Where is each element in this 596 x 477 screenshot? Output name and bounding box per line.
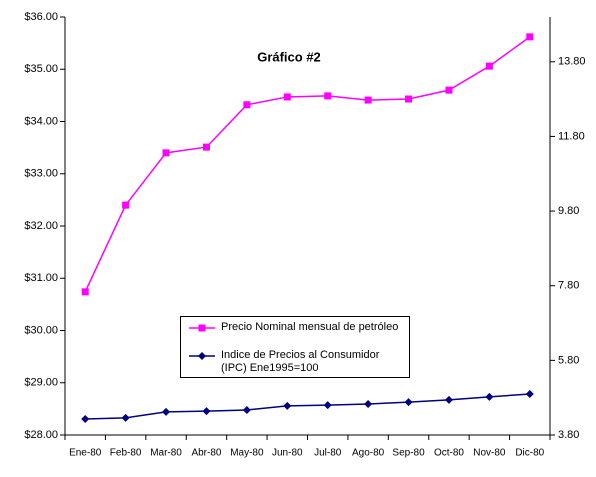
- x-tick-label: Abr-80: [191, 448, 221, 459]
- x-tick-label: Oct-80: [434, 448, 464, 459]
- marker: [444, 395, 453, 404]
- x-tick-label: Dic-80: [515, 448, 544, 459]
- y-tick-label: $28.00: [24, 429, 58, 441]
- x-tick-label: Ene-80: [69, 448, 102, 459]
- marker: [242, 405, 251, 414]
- marker: [526, 33, 534, 41]
- legend-label: Precio Nominal mensual de petróleo: [221, 321, 399, 333]
- x-tick-label: May-80: [230, 448, 264, 459]
- y-tick-label: $30.00: [24, 324, 58, 336]
- marker: [485, 392, 494, 401]
- y2-tick-label: 7.80: [558, 280, 579, 292]
- series-line: [84, 36, 531, 293]
- y-tick-label: $33.00: [24, 168, 58, 180]
- marker: [364, 400, 373, 409]
- series-line: [85, 393, 530, 420]
- y-tick-label: $32.00: [24, 220, 58, 232]
- y2-tick-label: 13.80: [558, 56, 586, 68]
- marker: [81, 288, 89, 296]
- legend-label: Indice de Precios al Consumidor (IPC) En…: [221, 349, 380, 374]
- y2-tick-label: 3.80: [558, 429, 579, 441]
- marker: [445, 86, 453, 94]
- marker: [323, 401, 332, 410]
- marker: [81, 414, 90, 423]
- legend: Precio Nominal mensual de petróleo Indice…: [180, 316, 410, 378]
- marker: [404, 398, 413, 407]
- y-tick-label: $34.00: [24, 115, 58, 127]
- marker: [283, 401, 292, 410]
- legend-item: Precio Nominal mensual de petróleo: [187, 321, 401, 334]
- legend-item: Indice de Precios al Consumidor (IPC) En…: [187, 349, 393, 375]
- y-tick-label: $36.00: [24, 11, 58, 23]
- marker: [202, 143, 210, 151]
- x-tick-label: Jun-80: [272, 448, 303, 459]
- y-tick-label: $31.00: [24, 272, 58, 284]
- x-tick-label: Mar-80: [150, 448, 182, 459]
- marker: [243, 101, 251, 109]
- marker: [324, 92, 332, 100]
- y2-tick-label: 9.80: [558, 205, 579, 217]
- marker: [525, 389, 534, 398]
- marker: [405, 95, 413, 103]
- legend-marker: [198, 324, 206, 332]
- y2-tick-label: 11.80: [558, 130, 585, 142]
- marker: [121, 413, 130, 422]
- y2-tick-label: 5.80: [558, 354, 579, 366]
- x-tick-label: Nov-80: [473, 448, 506, 459]
- y-tick-label: $35.00: [24, 63, 58, 75]
- x-tick-label: Ago-80: [352, 448, 385, 459]
- chart-title: Gráfico #2: [257, 49, 321, 64]
- marker: [202, 407, 211, 416]
- x-tick-label: Sep-80: [392, 448, 425, 459]
- marker: [485, 62, 493, 70]
- x-tick-label: Feb-80: [110, 448, 142, 459]
- marker: [283, 93, 291, 101]
- legend-swatch: [189, 352, 215, 360]
- legend-swatch: [189, 324, 215, 332]
- marker: [162, 407, 171, 416]
- legend-marker: [198, 352, 206, 360]
- marker: [364, 96, 372, 104]
- y-tick-label: $29.00: [24, 377, 58, 389]
- marker: [162, 149, 170, 157]
- marker: [122, 201, 130, 209]
- x-tick-label: Jul-80: [314, 448, 342, 459]
